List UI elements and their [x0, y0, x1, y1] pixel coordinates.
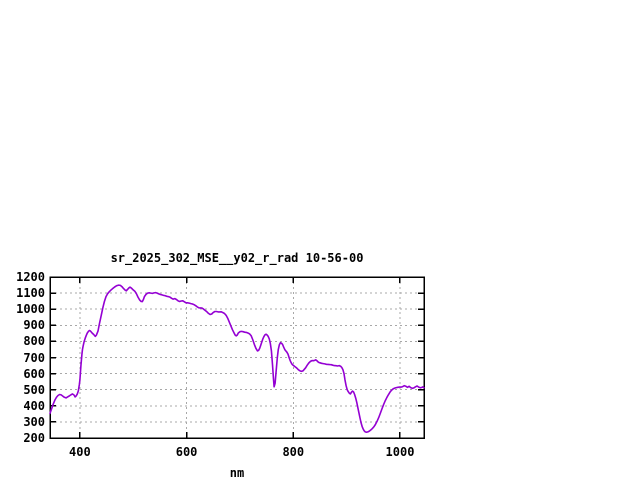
- y-tick-label: 1000: [16, 302, 45, 317]
- y-tick-label: 800: [23, 334, 45, 349]
- y-tick-label: 1100: [16, 286, 45, 301]
- y-tick-label: 600: [23, 366, 45, 381]
- x-tick-label: 600: [175, 445, 198, 459]
- spectrum-curve: [49, 284, 425, 434]
- y-tick-label: 500: [23, 382, 45, 397]
- y-tick-label: 900: [23, 318, 45, 333]
- y-tick-label: 300: [23, 414, 45, 429]
- chart-title: sr_2025_302_MSE__y02_r_rad 10-56-00: [110, 251, 364, 265]
- y-tick-label: 700: [23, 350, 45, 365]
- x-tick-label: 1000: [385, 445, 415, 459]
- y-tick-label: 200: [23, 431, 45, 445]
- x-tick-label: 400: [69, 445, 91, 459]
- y-tick-label: 400: [23, 398, 45, 413]
- x-tick-label: 800: [282, 445, 305, 459]
- x-axis-label: nm: [229, 466, 245, 480]
- y-tick-label: 1200: [16, 270, 45, 284]
